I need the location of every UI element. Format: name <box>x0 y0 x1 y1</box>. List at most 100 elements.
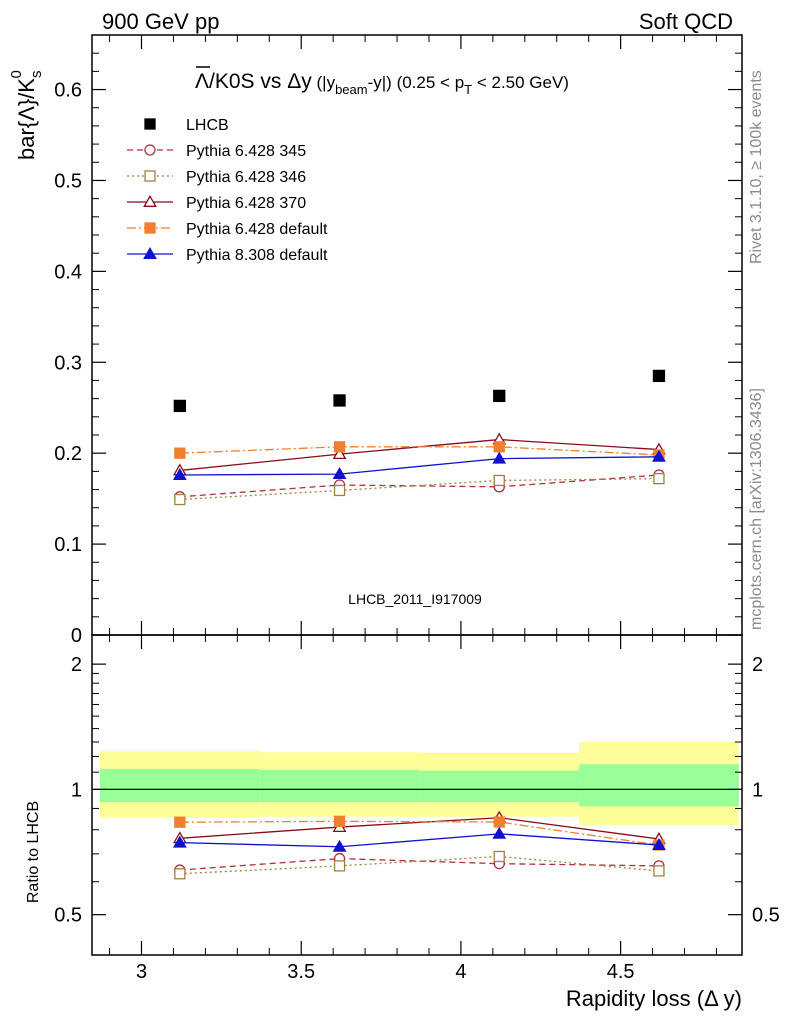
y-label-sub: s <box>28 71 45 79</box>
ratio-y-axis-label: Ratio to LHCB <box>25 801 42 903</box>
main-y-tick-label: 0.3 <box>54 352 82 374</box>
legend-marker <box>144 170 156 182</box>
data-point <box>493 389 506 403</box>
legend-label: Pythia 6.428 default <box>186 221 328 238</box>
ratio-y-tick-label-right: 1 <box>752 779 763 801</box>
title-main: /K0S vs Δy <box>209 70 312 93</box>
x-tick-label: 3 <box>136 961 147 983</box>
ratio-line-p8def <box>179 833 659 848</box>
ratio-frame <box>91 634 743 956</box>
legend-label: Pythia 6.428 346 <box>186 169 306 186</box>
series-p370 <box>172 432 666 476</box>
series-p346 <box>174 472 665 506</box>
legend-item: Pythia 6.428 346 <box>127 169 306 186</box>
rivet-label: Rivet 3.1.10, ≥ 100k events <box>748 70 765 264</box>
y-label-sup: 0 <box>8 70 25 78</box>
main-y-tick-label: 0.4 <box>54 261 82 283</box>
header-energy-label: 900 GeV pp <box>102 9 219 34</box>
ratio-line-p370 <box>179 817 660 840</box>
data-point <box>492 451 507 464</box>
legend-marker <box>144 222 156 234</box>
ratio-line-p345 <box>179 857 659 871</box>
series-line-p346 <box>179 477 659 501</box>
legend-label: Pythia 6.428 345 <box>186 143 306 160</box>
series-LHCB <box>173 369 666 413</box>
x-tick-label: 3.5 <box>287 961 315 983</box>
mcplots-label: mcplots.cern.ch [arXiv:1306.3436] <box>748 388 765 630</box>
legend-item: Pythia 8.308 default <box>127 246 328 264</box>
legend-item: Pythia 6.428 370 <box>127 194 306 212</box>
title-lambda-bar: Λ <box>195 70 209 93</box>
ratio-point <box>492 826 507 839</box>
data-point <box>174 493 186 506</box>
data-point <box>653 472 665 485</box>
data-point <box>333 484 346 497</box>
ratio-line-p6def <box>179 820 660 846</box>
ratio-band-inner <box>579 764 739 807</box>
legend-label: Pythia 8.308 default <box>186 247 328 264</box>
main-y-tick-label: 0.1 <box>54 534 82 556</box>
title-sub1: beam <box>335 82 368 97</box>
header-category-label: Soft QCD <box>639 9 733 34</box>
ratio-y-tick-label: 1 <box>71 779 82 801</box>
legend-item: Pythia 6.428 default <box>127 221 328 238</box>
data-point <box>172 467 187 480</box>
legend: LHCB Pythia 6.428 345 Pythia 6.428 346 Pyth… <box>127 117 328 264</box>
main-y-tick-label: 0 <box>71 625 82 647</box>
data-point <box>174 447 186 459</box>
ratio-series-p8def <box>172 826 666 852</box>
legend-marker <box>143 246 157 259</box>
x-tick-label: 4 <box>455 961 466 983</box>
legend-label: LHCB <box>186 117 229 134</box>
ratio-point <box>653 865 665 877</box>
ratio-y-tick-label: 0.5 <box>54 905 82 927</box>
series-line-p8def <box>179 456 659 476</box>
data-point <box>493 441 505 453</box>
series-line-p345 <box>179 474 660 498</box>
series-p8def <box>172 449 666 480</box>
ratio-point <box>174 816 186 828</box>
ratio-band-inner <box>99 768 260 803</box>
ratio-point <box>333 815 346 827</box>
series-p6def <box>174 441 665 461</box>
legend-item: Pythia 6.428 345 <box>127 143 306 160</box>
legend-marker <box>143 194 157 207</box>
ratio-point <box>493 850 505 863</box>
main-y-tick-label: 0.5 <box>54 170 82 192</box>
data-point <box>332 447 347 460</box>
data-point <box>173 399 186 413</box>
chart-title: Λ/K0S vs Δy (|ybeam-y|) (0.25 < pT < 2.5… <box>195 70 569 97</box>
data-point <box>332 467 347 480</box>
ratio-series-p346 <box>174 850 665 880</box>
legend-label: Pythia 6.428 370 <box>186 195 306 212</box>
title-sub2: T <box>464 82 472 97</box>
legend-item: LHCB <box>144 117 229 134</box>
title-paren3: < 2.50 GeV) <box>472 73 569 92</box>
main-y-tick-label: 0.2 <box>54 443 82 465</box>
data-point <box>652 449 666 462</box>
title-paren1: (|y <box>312 73 336 92</box>
ratio-band-inner <box>259 769 420 803</box>
ratio-point <box>493 816 505 828</box>
data-point <box>333 441 346 453</box>
ratio-point <box>333 860 346 872</box>
analysis-watermark: LHCB_2011_I917009 <box>348 591 482 607</box>
main-y-axis-label: bar{Λ}/Ks0 <box>8 70 45 160</box>
data-point <box>652 369 666 383</box>
data-point <box>493 474 505 487</box>
series-line-p6def <box>179 446 659 456</box>
ratio-y-tick-label: 2 <box>71 654 82 676</box>
ratio-band-inner <box>419 770 580 803</box>
main-y-tick-label: 0.6 <box>54 80 82 102</box>
x-axis-label: Rapidity loss (Δ y) <box>566 986 742 1011</box>
ratio-point <box>332 839 347 852</box>
title-paren2: -y|) (0.25 < p <box>368 73 465 92</box>
ratio-point <box>172 835 187 848</box>
x-tick-label: 4.5 <box>607 961 635 983</box>
ratio-y-tick-label-right: 2 <box>752 654 763 676</box>
ratio-y-tick-label-right: 0.5 <box>752 905 780 927</box>
legend-marker <box>144 144 156 156</box>
data-point <box>333 394 346 407</box>
ratio-point <box>174 868 186 880</box>
